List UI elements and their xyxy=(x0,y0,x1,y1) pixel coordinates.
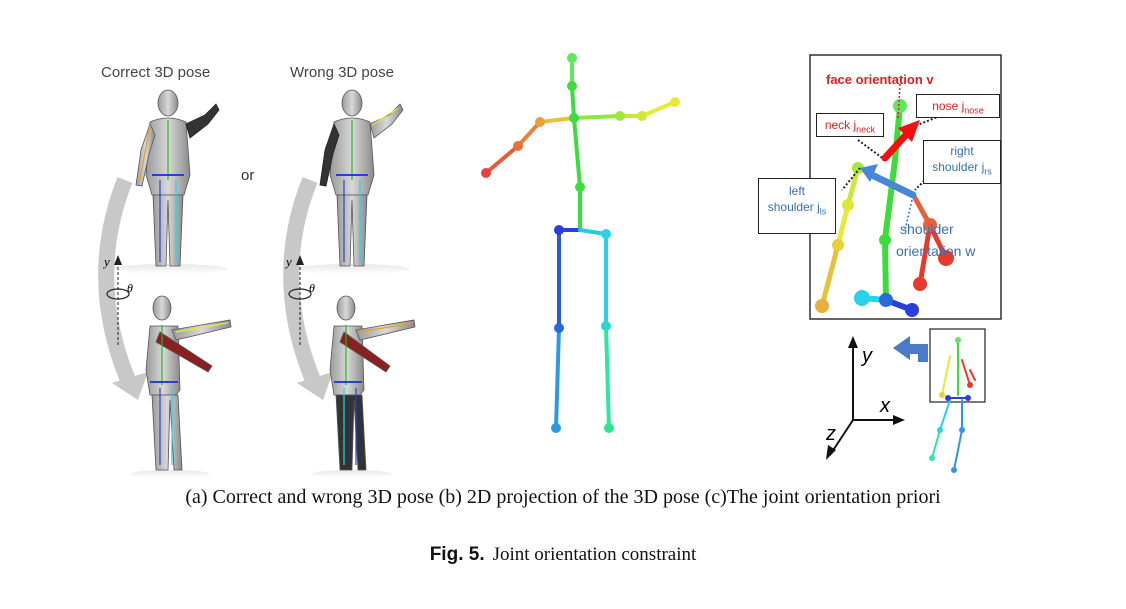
axis-theta-left: θ xyxy=(127,281,133,295)
nose-label: nose j xyxy=(932,99,965,113)
rotation-arrow-right xyxy=(283,177,333,400)
axis-x-label: x xyxy=(879,395,891,417)
mannequin-wrong-front xyxy=(294,89,410,274)
rotation-arrow-left xyxy=(98,177,148,400)
face-orientation-label: face orientation v xyxy=(826,72,934,87)
axis-z-label: z xyxy=(825,423,836,445)
right-shoulder-line2: shoulder j xyxy=(932,160,985,174)
axis-y-right: y xyxy=(284,254,292,269)
nose-callout: nose jnose xyxy=(916,94,1000,118)
left-shoulder-sub: ls xyxy=(819,206,827,217)
or-label: or xyxy=(241,167,255,184)
neck-callout: neck jneck xyxy=(816,113,884,137)
figure-title: Joint orientation constraint xyxy=(492,544,697,565)
wrong-pose-label: Wrong 3D pose xyxy=(290,64,394,81)
axis-y-label: y xyxy=(860,345,873,367)
shoulder-orientation-label-line1: shoulder xyxy=(900,221,954,237)
xyz-axes xyxy=(826,336,905,460)
correct-pose-label: Correct 3D pose xyxy=(101,64,211,81)
thumbnail-skeleton xyxy=(931,339,976,471)
shoulder-orientation-arrow xyxy=(860,164,917,199)
mannequin-correct-side xyxy=(130,295,232,478)
rotation-axis-left xyxy=(106,255,130,345)
neck-sub: neck xyxy=(856,124,876,135)
face-orientation-arrow xyxy=(881,120,920,162)
left-shoulder-callout: left shoulder jls xyxy=(758,178,836,234)
rotation-axis-right xyxy=(288,255,312,345)
figure-label: Fig. 5. xyxy=(429,544,485,565)
subcaption: (a) Correct and wrong 3D pose (b) 2D pro… xyxy=(185,486,941,508)
left-shoulder-line2: shoulder j xyxy=(767,200,820,214)
right-shoulder-sub: rs xyxy=(984,166,992,177)
mannequin-correct-front xyxy=(112,89,228,274)
nose-sub: nose xyxy=(964,105,984,116)
neck-label: neck j xyxy=(824,118,857,132)
bent-arrow-icon xyxy=(893,336,928,362)
shoulder-orientation-label-line2: orientation w xyxy=(896,243,976,259)
right-shoulder-line1: right xyxy=(950,144,974,158)
figure-caption: Fig. 5. Joint orientation constraint xyxy=(0,544,1126,566)
axis-theta-right: θ xyxy=(309,281,315,295)
right-shoulder-callout: right shoulder jrs xyxy=(923,140,1001,184)
left-shoulder-line1: left xyxy=(788,184,805,198)
mannequin-wrong-side xyxy=(312,295,416,478)
axis-y-left: y xyxy=(102,254,110,269)
panel-b-joints xyxy=(481,53,680,433)
